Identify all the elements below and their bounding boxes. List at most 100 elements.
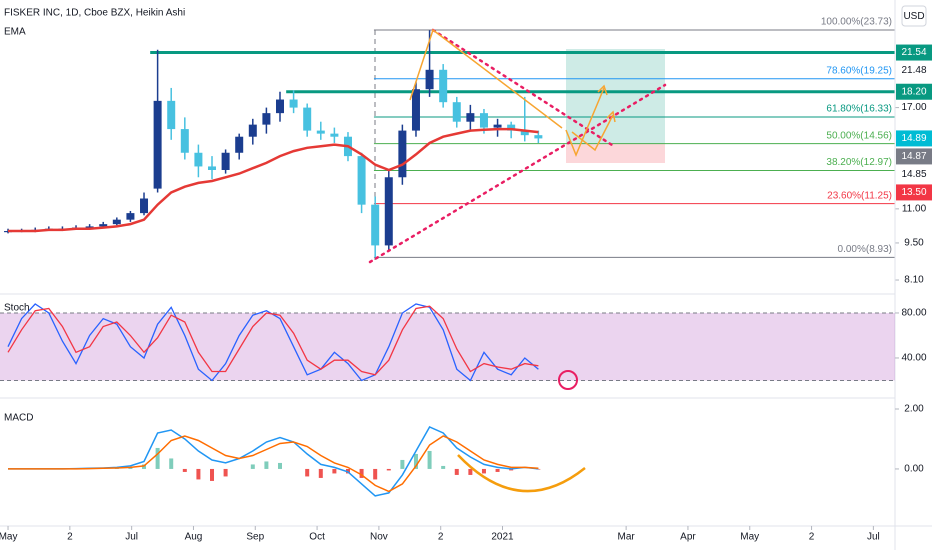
histogram-bar — [142, 464, 147, 469]
candle-body — [493, 124, 502, 128]
candle-body — [466, 113, 475, 122]
candle-body — [330, 133, 339, 137]
candle-body — [520, 130, 529, 136]
candle-body — [194, 152, 203, 167]
price-label-box — [896, 130, 932, 147]
candle-body — [411, 89, 420, 131]
fib-label: 50.00%(14.56) — [826, 130, 892, 141]
candle-body — [384, 177, 393, 246]
x-tick-label: 2 — [809, 532, 815, 543]
candle-body — [180, 129, 189, 153]
price-label-box — [896, 184, 932, 201]
candle-body — [262, 113, 271, 125]
candle-body — [289, 99, 298, 108]
histogram-bar — [305, 468, 310, 477]
price-label: 14.89 — [901, 133, 926, 144]
price-label-box — [896, 166, 932, 183]
y-tick-label: 2.00 — [904, 404, 924, 415]
x-tick-label: Oct — [309, 532, 325, 543]
histogram-bar — [386, 468, 391, 471]
y-tick-label: 40.00 — [901, 353, 926, 364]
x-tick-label: May — [740, 532, 759, 543]
y-tick-label: 9.50 — [904, 238, 924, 249]
histogram-bar — [413, 453, 418, 469]
price-label-box — [896, 44, 932, 61]
price-pane: 100.00%(23.73) 78.60%(19.25) 61.80%(16.33)… — [4, 17, 932, 286]
price-label: 14.85 — [901, 169, 926, 180]
candle-body — [126, 213, 135, 220]
x-tick-label: 2021 — [491, 532, 514, 543]
price-label: 21.48 — [901, 65, 926, 76]
histogram-bar — [155, 447, 160, 469]
histogram-bar — [264, 461, 269, 469]
candle-body — [167, 100, 176, 130]
candle-body — [398, 130, 407, 178]
y-tick-label: 8.10 — [904, 275, 924, 286]
x-tick-label: Sep — [246, 532, 264, 543]
fib-label: 0.00%(8.93) — [838, 244, 892, 255]
indicator-label: EMA — [4, 27, 26, 38]
forecast-arrow — [565, 84, 608, 157]
candle-body — [85, 226, 94, 228]
macd-pane: 2.00 0.00 — [8, 404, 924, 497]
histogram-bar — [250, 464, 255, 469]
price-label: 18.20 — [901, 86, 926, 97]
histogram-bar — [128, 467, 133, 469]
currency-label[interactable]: USD — [903, 11, 924, 22]
y-tick-label: 80.00 — [901, 308, 926, 319]
stoch-pane: 80.00 40.00 — [0, 303, 927, 382]
histogram-bar — [332, 468, 337, 474]
histogram-bar — [169, 458, 174, 469]
histogram-bar — [454, 468, 459, 475]
x-tick-label: 2 — [67, 532, 73, 543]
histogram-bar — [427, 450, 432, 469]
series-line — [7, 305, 539, 376]
series-line — [8, 435, 539, 493]
x-tick-label: May — [0, 532, 17, 543]
pattern-line — [409, 28, 563, 129]
candle-body — [439, 69, 448, 103]
candle-body — [235, 136, 244, 153]
chart-title: FISKER INC, 1D, Cboe BZX, Heikin Ashi — [4, 8, 185, 19]
candle-body — [99, 224, 108, 227]
histogram-bar — [509, 468, 514, 471]
series-line — [8, 127, 539, 233]
position-loss — [566, 144, 665, 163]
histogram-bar — [196, 468, 201, 480]
x-tick-label: 2 — [438, 532, 444, 543]
histogram-bar — [359, 468, 364, 478]
histogram-bar — [223, 468, 228, 477]
histogram-bar — [373, 468, 378, 480]
candle-body — [479, 113, 488, 128]
candle-body — [208, 166, 217, 170]
curve-drawing — [457, 454, 586, 493]
x-tick-label: Apr — [680, 532, 696, 543]
candle-body — [248, 124, 257, 137]
y-tick-label: 17.00 — [901, 102, 926, 113]
indicator-label: MACD — [4, 413, 33, 424]
price-label: 21.54 — [901, 47, 926, 58]
currency-button[interactable] — [901, 5, 927, 27]
histogram-bar — [400, 459, 405, 469]
price-label: 13.50 — [901, 187, 926, 198]
fib-label: 23.60%(11.25) — [827, 190, 892, 201]
candle-body — [303, 107, 312, 131]
y-tick-label: 11.00 — [902, 203, 927, 214]
candle-body — [425, 69, 434, 90]
position-profit — [566, 49, 665, 144]
histogram-bar — [441, 465, 446, 469]
price-label: 14.87 — [901, 151, 926, 162]
x-tick-label: Jul — [125, 532, 138, 543]
candle-body — [507, 124, 516, 131]
x-tick-label: Aug — [185, 532, 203, 543]
forecast-arrow — [571, 110, 616, 152]
indicator-label: Stoch — [4, 303, 30, 314]
histogram-bar — [468, 468, 473, 475]
price-label-box — [896, 83, 932, 100]
histogram-bar — [318, 468, 323, 478]
candle-body — [371, 204, 380, 246]
x-tick-label: Jul — [867, 532, 880, 543]
candle-body — [357, 156, 366, 205]
